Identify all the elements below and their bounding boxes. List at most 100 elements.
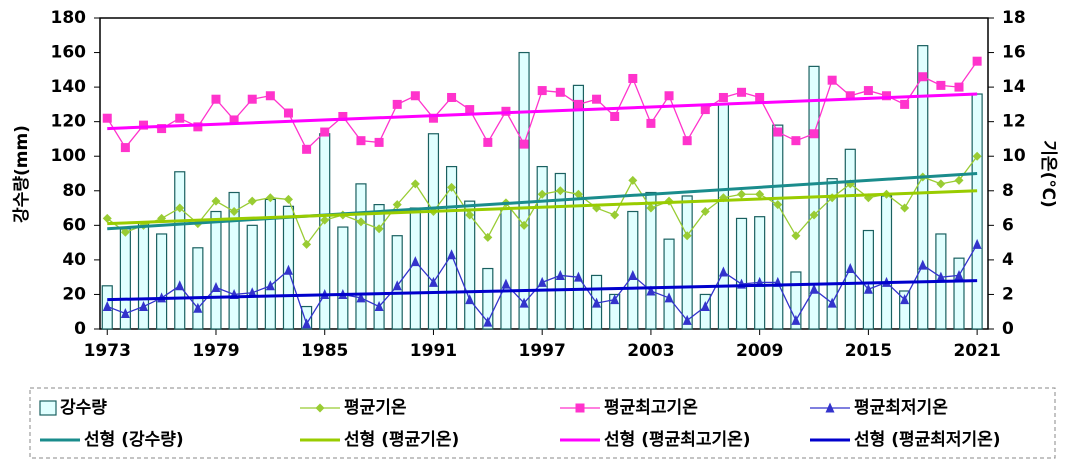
marker [791, 314, 801, 325]
marker [483, 316, 493, 327]
y2-tick-label: 2 [1002, 284, 1014, 304]
marker [592, 297, 602, 308]
y2-axis-label: 기온(℃) [1038, 140, 1058, 207]
marker [302, 318, 312, 329]
marker [863, 283, 873, 294]
y2-tick-label: 6 [1002, 215, 1014, 235]
marker [519, 297, 529, 308]
legend-label: 선형 (평균최저기온) [854, 429, 1001, 450]
y-axis-label: 강수량(mm) [12, 125, 32, 223]
bar [409, 207, 421, 330]
y-tick-label: 0 [74, 319, 86, 339]
x-tick-label: 2015 [845, 341, 892, 361]
bar [482, 267, 494, 330]
marker [628, 73, 638, 83]
y2-tick-label: 4 [1002, 250, 1014, 270]
bar [663, 238, 675, 330]
marker [320, 127, 330, 137]
marker [773, 200, 783, 210]
y2-tick-label: 18 [1002, 8, 1026, 28]
marker [809, 283, 819, 294]
bar [790, 271, 802, 330]
marker [247, 94, 257, 104]
y2-tick-label: 0 [1002, 319, 1014, 339]
marker [537, 86, 547, 96]
bar [137, 221, 150, 330]
legend-label: 평균기온 [344, 398, 407, 418]
marker [428, 276, 438, 287]
bar [518, 51, 530, 330]
bar [862, 229, 874, 330]
x-tick-label: 1991 [410, 341, 457, 361]
x-tick-label: 1997 [519, 341, 566, 361]
y2-tick-label: 8 [1002, 181, 1014, 201]
marker [755, 92, 765, 102]
marker [483, 232, 493, 242]
y-tick-label: 60 [62, 215, 86, 235]
marker [447, 182, 457, 192]
marker [247, 287, 257, 298]
marker [265, 91, 275, 101]
marker [718, 266, 728, 277]
bar [735, 217, 748, 330]
y-tick-label: 40 [62, 250, 86, 270]
marker [791, 231, 801, 241]
marker [120, 227, 130, 237]
y-tick-label: 160 [51, 43, 87, 63]
y-tick-label: 20 [62, 284, 86, 304]
marker [447, 249, 457, 260]
bar [844, 148, 856, 330]
marker [465, 294, 475, 305]
y2-tick-label: 10 [1002, 146, 1026, 166]
marker [900, 99, 910, 109]
marker [972, 56, 982, 66]
marker [138, 120, 148, 130]
marker [211, 196, 221, 206]
marker [211, 94, 221, 104]
marker [845, 263, 855, 274]
x-tick-label: 2009 [736, 341, 783, 361]
marker [809, 210, 819, 220]
x-tick-label: 1985 [301, 341, 348, 361]
x-tick-label: 1979 [192, 341, 239, 361]
marker [175, 113, 185, 123]
marker [628, 175, 638, 185]
marker [465, 105, 475, 115]
bar [681, 195, 693, 330]
legend-label: 선형 (평균기온) [344, 429, 459, 450]
marker [519, 139, 529, 149]
y-tick-label: 140 [51, 77, 87, 97]
bar [917, 45, 929, 330]
bar [301, 305, 313, 330]
marker [882, 91, 892, 101]
marker [283, 194, 293, 204]
marker [845, 91, 855, 101]
marker [936, 179, 946, 189]
bar [246, 224, 258, 330]
marker [465, 210, 475, 220]
marker [356, 292, 366, 303]
marker [537, 189, 547, 199]
marker [809, 129, 819, 139]
marker [356, 136, 366, 146]
marker [682, 314, 692, 325]
marker [936, 80, 946, 90]
marker [483, 137, 493, 147]
marker [447, 92, 457, 102]
marker [682, 231, 692, 241]
marker [120, 307, 130, 318]
marker [573, 271, 583, 282]
bar [971, 93, 983, 330]
marker [682, 136, 692, 146]
bar [536, 165, 548, 330]
marker [102, 213, 112, 223]
y-tick-label: 80 [62, 181, 86, 201]
marker [646, 118, 656, 128]
marker [302, 144, 312, 154]
marker [773, 127, 783, 137]
marker [900, 203, 910, 213]
marker [229, 207, 239, 217]
marker [537, 276, 547, 287]
marker [664, 292, 674, 303]
